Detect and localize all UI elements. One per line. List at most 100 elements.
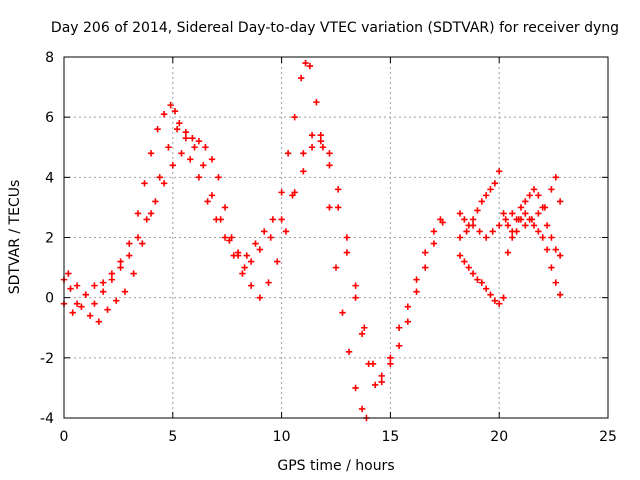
y-tick-label: 8: [45, 50, 54, 66]
data-point: [265, 279, 272, 286]
data-point: [413, 276, 420, 283]
data-point: [130, 270, 137, 277]
data-point: [247, 258, 255, 265]
data-point: [395, 342, 403, 349]
data-point: [278, 189, 285, 196]
data-point: [176, 119, 183, 127]
data-point: [404, 303, 412, 310]
data-point: [478, 198, 485, 205]
data-point: [189, 135, 196, 142]
data-point: [165, 144, 172, 151]
data-point: [556, 252, 564, 259]
data-point: [297, 74, 305, 82]
data-point: [535, 210, 542, 217]
data-point: [541, 204, 549, 211]
x-tick-label: 10: [273, 429, 291, 445]
data-point: [469, 216, 477, 223]
data-point: [108, 270, 116, 277]
ticks: 0 5 10 15 20 25 -4 -2 0 2 4 6 8: [40, 50, 617, 445]
data-point: [200, 162, 207, 169]
data-point: [160, 110, 168, 118]
data-point: [496, 300, 503, 307]
data-point: [345, 348, 353, 356]
data-point: [134, 210, 142, 217]
data-point: [86, 312, 94, 319]
data-point: [469, 270, 477, 277]
data-point: [500, 294, 507, 301]
data-point: [358, 405, 366, 413]
data-point: [476, 228, 483, 235]
data-point: [469, 222, 477, 229]
data-point: [326, 162, 333, 169]
data-point: [65, 270, 72, 277]
data-point: [69, 309, 76, 316]
data-point: [326, 204, 333, 211]
data-point: [284, 150, 292, 157]
data-point: [317, 132, 324, 139]
data-point: [221, 204, 229, 211]
data-point: [169, 162, 176, 169]
data-point: [422, 249, 429, 256]
data-point: [173, 126, 181, 133]
data-point: [496, 222, 503, 229]
data-point: [134, 234, 142, 241]
data-point: [482, 285, 490, 292]
data-point: [274, 258, 281, 265]
x-tick-label: 5: [168, 429, 177, 445]
data-point: [522, 222, 529, 229]
grid: [64, 57, 608, 418]
data-point: [352, 282, 359, 289]
data-point: [300, 150, 307, 157]
data-points: [60, 59, 564, 422]
data-point: [413, 288, 420, 295]
data-point: [517, 204, 525, 211]
data-point: [378, 378, 385, 386]
data-point: [91, 300, 98, 307]
data-point: [256, 246, 264, 253]
data-point: [456, 210, 464, 217]
data-point: [108, 276, 116, 283]
data-point: [371, 381, 379, 389]
data-point: [430, 228, 438, 235]
data-point: [104, 306, 111, 313]
data-point: [213, 216, 220, 223]
data-point: [195, 174, 203, 181]
data-point: [308, 132, 316, 139]
data-point: [530, 222, 538, 229]
data-point: [387, 354, 394, 362]
data-point: [99, 288, 107, 295]
data-point: [509, 228, 516, 235]
data-point: [465, 264, 472, 271]
data-point: [182, 135, 190, 142]
data-point: [456, 252, 464, 259]
data-point: [339, 309, 346, 316]
data-point: [496, 168, 503, 175]
y-tick-label: 4: [45, 170, 54, 186]
data-point: [99, 279, 107, 286]
data-point: [548, 264, 555, 271]
data-point: [535, 192, 542, 199]
data-point: [489, 228, 496, 235]
data-point: [526, 192, 533, 199]
data-point: [269, 216, 277, 223]
data-point: [343, 249, 351, 256]
data-point: [552, 174, 559, 181]
data-point: [343, 234, 351, 241]
data-point: [278, 216, 285, 223]
data-point: [319, 144, 327, 151]
data-point: [126, 252, 133, 259]
data-point: [387, 360, 394, 368]
data-point: [91, 282, 98, 289]
data-point: [474, 207, 481, 214]
data-point: [422, 264, 429, 271]
data-point: [156, 174, 163, 181]
data-point: [291, 113, 298, 121]
data-point: [147, 150, 155, 157]
data-point: [352, 384, 359, 392]
data-point: [239, 270, 246, 277]
data-point: [256, 294, 264, 301]
data-point: [202, 144, 209, 151]
data-point: [491, 180, 499, 187]
data-point: [548, 234, 555, 241]
data-point: [500, 210, 507, 217]
